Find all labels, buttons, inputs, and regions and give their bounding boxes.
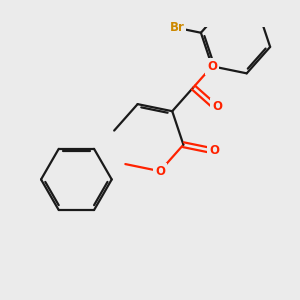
Text: O: O [209, 144, 219, 157]
Text: O: O [212, 100, 222, 113]
Text: O: O [155, 165, 165, 178]
Text: Br: Br [169, 21, 184, 34]
Text: O: O [207, 60, 217, 73]
